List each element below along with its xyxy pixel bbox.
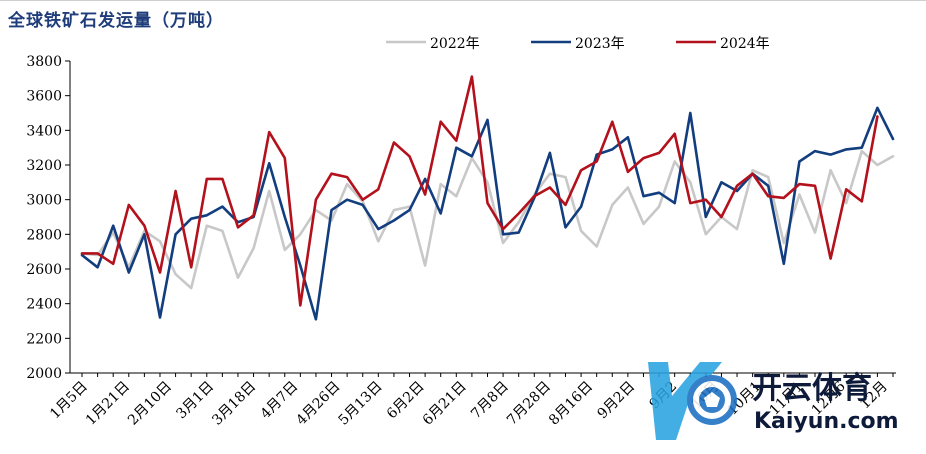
watermark-domain: Kaiyun.com [754, 409, 899, 434]
chart-title: 全球铁矿石发运量（万吨） [8, 11, 224, 31]
x-tick-label: 2月10日 [125, 379, 175, 429]
legend: 2022年 2023年 2024年 [386, 36, 770, 52]
x-tick-label: 7月28日 [504, 379, 554, 429]
series-line-2024年 [80, 75, 879, 307]
x-tick-label: 4月26日 [293, 379, 343, 429]
y-tick-label: 2200 [26, 331, 62, 347]
x-tick-label: 8月16日 [546, 379, 596, 429]
y-tick-label: 3600 [26, 89, 62, 105]
brand-logo-icon [648, 362, 737, 440]
legend-label: 2024年 [720, 36, 770, 52]
y-tick-label: 3400 [26, 123, 62, 139]
y-tick-label: 3000 [26, 193, 62, 209]
y-tick-label: 2800 [26, 227, 62, 243]
legend-label: 2022年 [430, 36, 480, 52]
y-tick-label: 3800 [26, 54, 62, 70]
y-tick-label: 2000 [26, 366, 62, 382]
x-tick-label: 9月2日 [594, 379, 638, 423]
watermark-brand: 开云体育 [752, 371, 872, 406]
top-border [0, 0, 926, 1]
x-tick-label: 3月18日 [209, 379, 259, 429]
y-tick-label: 2400 [26, 297, 62, 313]
y-tick-label: 3200 [26, 158, 62, 174]
y-tick-label: 2600 [26, 262, 62, 278]
series-lines [80, 75, 895, 321]
legend-label: 2023年 [575, 36, 625, 52]
series-line-2023年 [80, 106, 895, 321]
series-line-2022年 [80, 149, 895, 290]
x-tick-label: 5月13日 [336, 379, 386, 429]
x-tick-label: 1月21日 [83, 379, 133, 429]
watermark: 开云体育 Kaiyun.com [648, 362, 899, 440]
x-tick-label: 6月21日 [420, 379, 470, 429]
